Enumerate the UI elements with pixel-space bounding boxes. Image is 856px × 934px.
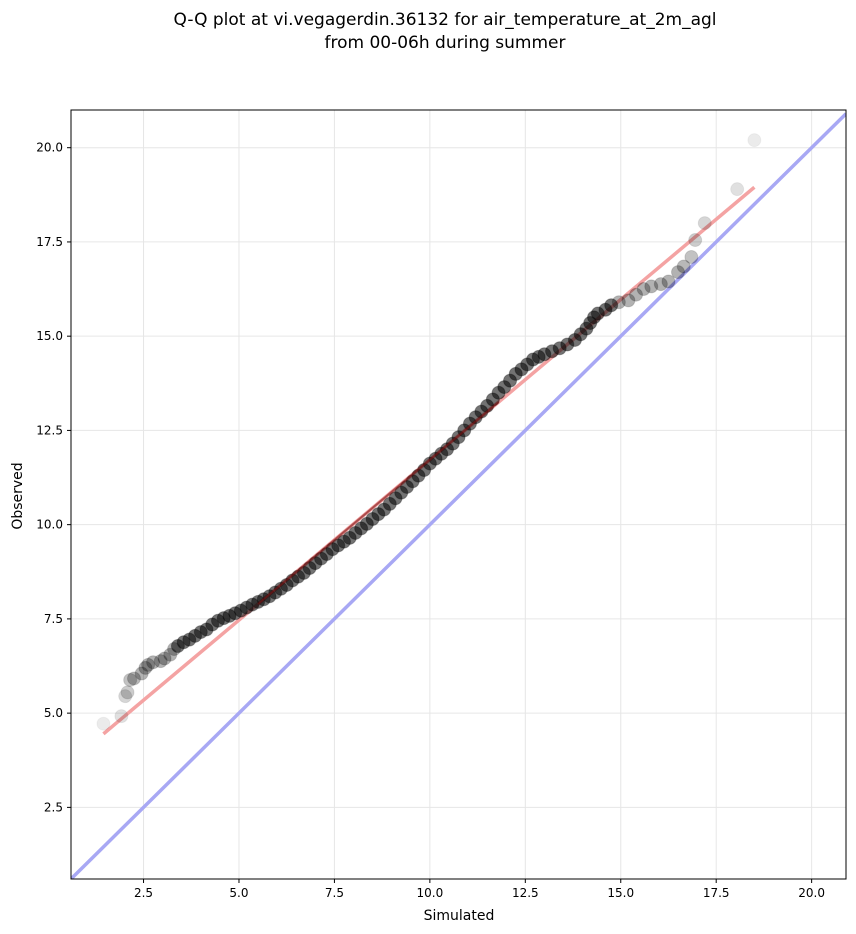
y-tick-label: 17.5 [36,235,63,249]
quantile-point [629,287,644,302]
quantile-point [611,295,626,310]
x-ticks: 2.5 5.0 7.5 10.0 12.5 15.0 17.5 20.0 [134,879,825,900]
quantile-point [688,233,703,248]
chart-title-line-2: from 00-06h during summer [325,33,566,53]
x-tick-label: 10.0 [417,886,444,900]
quantile-point [157,651,172,666]
quantile-point [120,685,135,700]
identity-line-layer [71,112,846,879]
quantile-point [141,657,156,672]
quantile-point [163,647,178,662]
x-tick-label: 7.5 [325,886,344,900]
quantile-point [636,282,651,297]
x-tick-label: 20.0 [798,886,825,900]
quantile-point [126,671,141,686]
quantile-point [153,654,168,669]
x-tick-label: 17.5 [703,886,730,900]
identity-line [71,112,846,879]
quantile-point [96,716,111,731]
quantile-points [96,133,762,731]
y-tick-label: 10.0 [36,518,63,532]
x-tick-label: 15.0 [607,886,634,900]
quantile-point [661,274,676,289]
quantile-point [671,265,686,280]
y-ticks: 2.5 5.0 7.5 10.0 12.5 15.0 17.5 20.0 [36,141,71,814]
quantile-point [123,672,138,687]
y-axis-label: Observed [10,462,26,529]
x-tick-label: 2.5 [134,886,153,900]
quantile-point [604,298,619,313]
quantile-point [684,250,699,265]
y-tick-label: 7.5 [44,612,63,626]
x-tick-label: 5.0 [229,886,248,900]
x-tick-label: 12.5 [512,886,539,900]
quantile-point [653,277,668,292]
y-tick-label: 12.5 [36,423,63,437]
quantile-point [146,655,161,670]
y-tick-label: 5.0 [44,706,63,720]
quantile-point [730,182,745,197]
quantile-point [747,133,762,148]
quantile-point [697,216,712,231]
y-tick-label: 20.0 [36,141,63,155]
chart-title-line-1: Q-Q plot at vi.vegagerdin.36132 for air_… [173,10,716,30]
x-axis-label: Simulated [424,908,495,924]
quantile-point [114,709,129,724]
quantile-point [134,666,149,681]
quantile-point [621,293,636,308]
quantile-point [644,279,659,294]
fit-line-dense-core [257,401,500,605]
plot-frame [70,109,847,880]
quantile-point [676,259,691,274]
y-tick-label: 2.5 [44,800,63,814]
quantile-point [138,660,153,675]
quantile-point [118,689,133,704]
y-tick-label: 15.0 [36,329,63,343]
